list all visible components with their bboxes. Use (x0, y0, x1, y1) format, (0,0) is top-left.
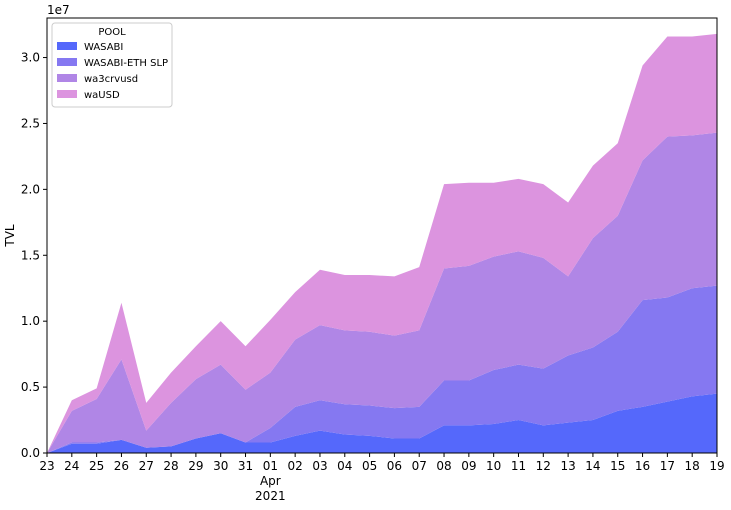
x-tick-label: 05 (362, 459, 377, 473)
y-tick-label: 3.0 (21, 51, 40, 65)
y-axis-label: TVL (3, 224, 17, 248)
legend-title: POOL (98, 27, 126, 38)
x-tick-label: 06 (387, 459, 402, 473)
y-tick-label: 2.5 (21, 116, 40, 130)
x-tick-label: 12 (536, 459, 551, 473)
x-tick-label: 08 (436, 459, 451, 473)
x-tick-label: 14 (585, 459, 600, 473)
x-tick-label: 03 (312, 459, 327, 473)
x-tick-label: 07 (412, 459, 427, 473)
y-tick-label: 1.0 (21, 314, 40, 328)
legend-entry-label: wa3crvusd (84, 74, 138, 85)
x-tick-label: 11 (511, 459, 526, 473)
x-tick-label: 10 (486, 459, 501, 473)
x-tick-label: 13 (560, 459, 575, 473)
x-tick-label: 23 (39, 459, 54, 473)
x-tick-label: 15 (610, 459, 625, 473)
area-wasabi (47, 393, 717, 453)
x-tick-label: 28 (163, 459, 178, 473)
area-wasabi-eth-slp (47, 285, 717, 453)
y-tick-label: 1.5 (21, 248, 40, 262)
legend-swatch (57, 58, 77, 66)
x-axis: 23 24 25 26 27 28 29 30 31 01 02 03 04 05 06 07 08 09 10 11… (39, 453, 725, 473)
legend-box (51, 22, 173, 108)
legend-swatch (57, 42, 77, 50)
x-tick-label: 29 (188, 459, 203, 473)
y-tick-label: 2.0 (21, 182, 40, 196)
x-tick-label: 18 (685, 459, 700, 473)
x-tick-label: 31 (238, 459, 253, 473)
x-tick-label: 04 (337, 459, 352, 473)
x-tick-label: 02 (288, 459, 303, 473)
legend-entry-label: waUSD (84, 90, 120, 101)
x-tick-label: 27 (139, 459, 154, 473)
x-axis-year-label: 2021 (255, 489, 286, 503)
y-axis: 0.0 0.5 1.0 1.5 2.0 2.5 3.0 (21, 51, 47, 460)
legend-swatch (57, 74, 77, 82)
x-tick-label: 25 (89, 459, 104, 473)
x-tick-label: 24 (64, 459, 79, 473)
x-tick-label: 16 (635, 459, 650, 473)
plot-frame (46, 17, 718, 454)
y-tick-label: 0.0 (21, 446, 40, 460)
area-series-group (47, 33, 717, 453)
x-tick-label: 26 (114, 459, 129, 473)
area-wausd (47, 33, 717, 453)
legend-entry-label: WASABI (84, 42, 123, 53)
x-tick-label: 30 (213, 459, 228, 473)
x-axis-month-label: Apr (260, 474, 281, 488)
area-wa3crvusd (47, 132, 717, 453)
x-tick-label: 09 (461, 459, 476, 473)
legend: POOL WASABI WASABI-ETH SLP wa3crvusd waUSD (51, 22, 173, 108)
y-tick-label: 0.5 (21, 380, 40, 394)
y-axis-offset-text: 1e7 (47, 3, 70, 17)
x-tick-label: 17 (660, 459, 675, 473)
x-tick-label: 19 (709, 459, 724, 473)
legend-entry-label: WASABI-ETH SLP (84, 58, 168, 69)
legend-swatch (57, 90, 77, 98)
x-tick-label: 01 (263, 459, 278, 473)
